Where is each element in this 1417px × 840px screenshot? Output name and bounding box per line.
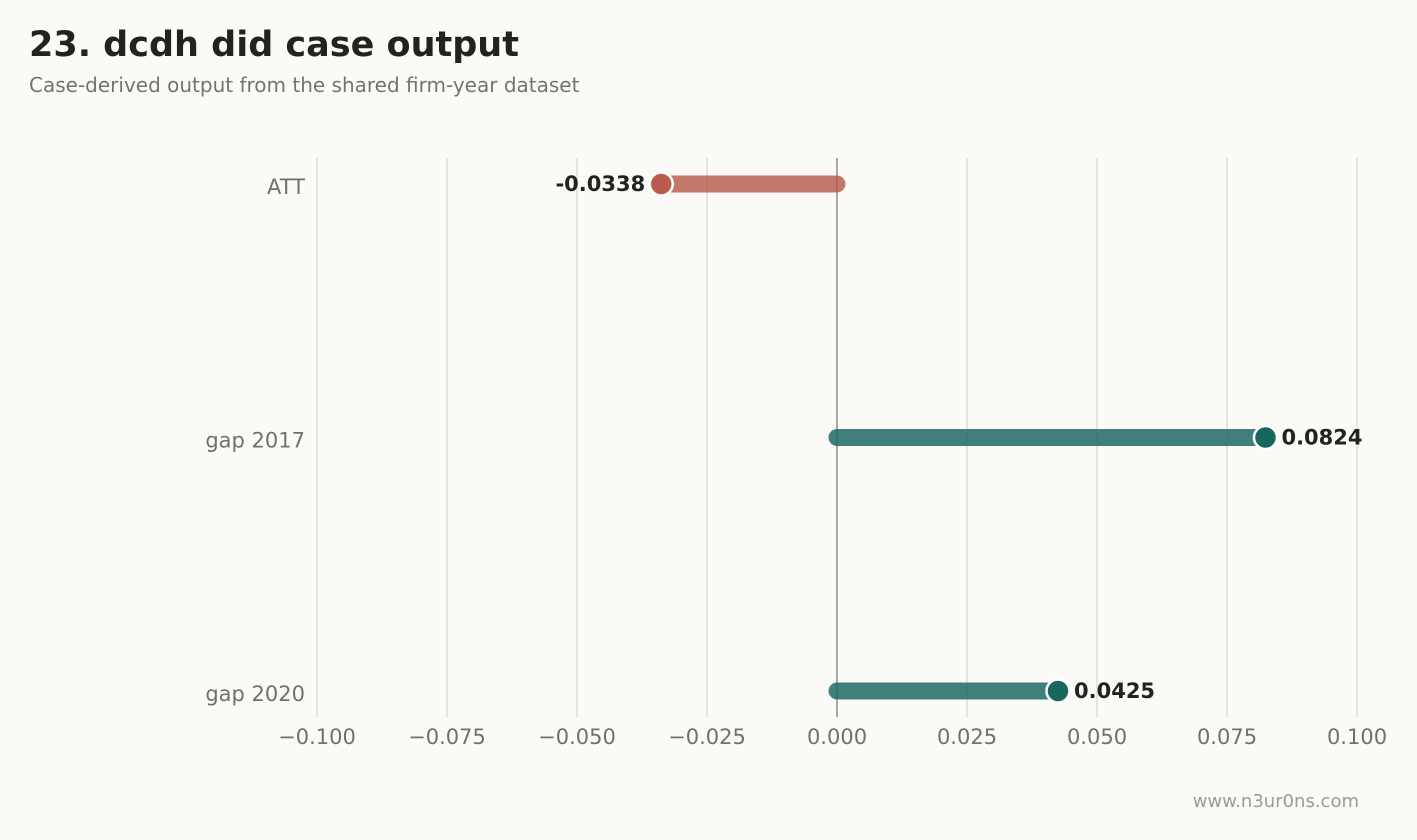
x-tick-label: 0.075 [1197,725,1257,749]
x-tick-label: 0.000 [807,725,867,749]
x-tick-label: −0.075 [408,725,486,749]
y-category-label: ATT [267,175,305,199]
x-tick-label: 0.100 [1327,725,1387,749]
lollipop-dot [1252,424,1279,451]
x-axis-ticks: −0.100 −0.075 −0.050 −0.025 0.000 0.025 0.050 0… [278,725,1387,749]
watermark: www.n3ur0ns.com [1192,791,1359,812]
y-axis-categories: ATT gap 2017 gap 2020 [205,175,305,706]
chart-title: 23. dcdh did case output [29,25,519,65]
y-category-label: gap 2020 [205,682,305,706]
lollipop-dot [1045,678,1071,704]
y-category-label: gap 2017 [205,429,305,453]
x-tick-label: 0.050 [1067,725,1127,749]
value-label: -0.0338 [555,172,645,196]
x-tick-label: −0.050 [538,725,616,749]
x-tick-label: −0.100 [278,725,356,749]
data-marks: -0.0338 0.0824 0.0425 [555,171,1363,704]
chart-subtitle: Case-derived output from the shared firm… [29,73,580,97]
x-tick-label: −0.025 [668,725,746,749]
value-label: 0.0425 [1074,679,1155,703]
value-label: 0.0824 [1281,426,1362,450]
lollipop-dot [648,171,674,197]
x-tick-label: 0.025 [937,725,997,749]
